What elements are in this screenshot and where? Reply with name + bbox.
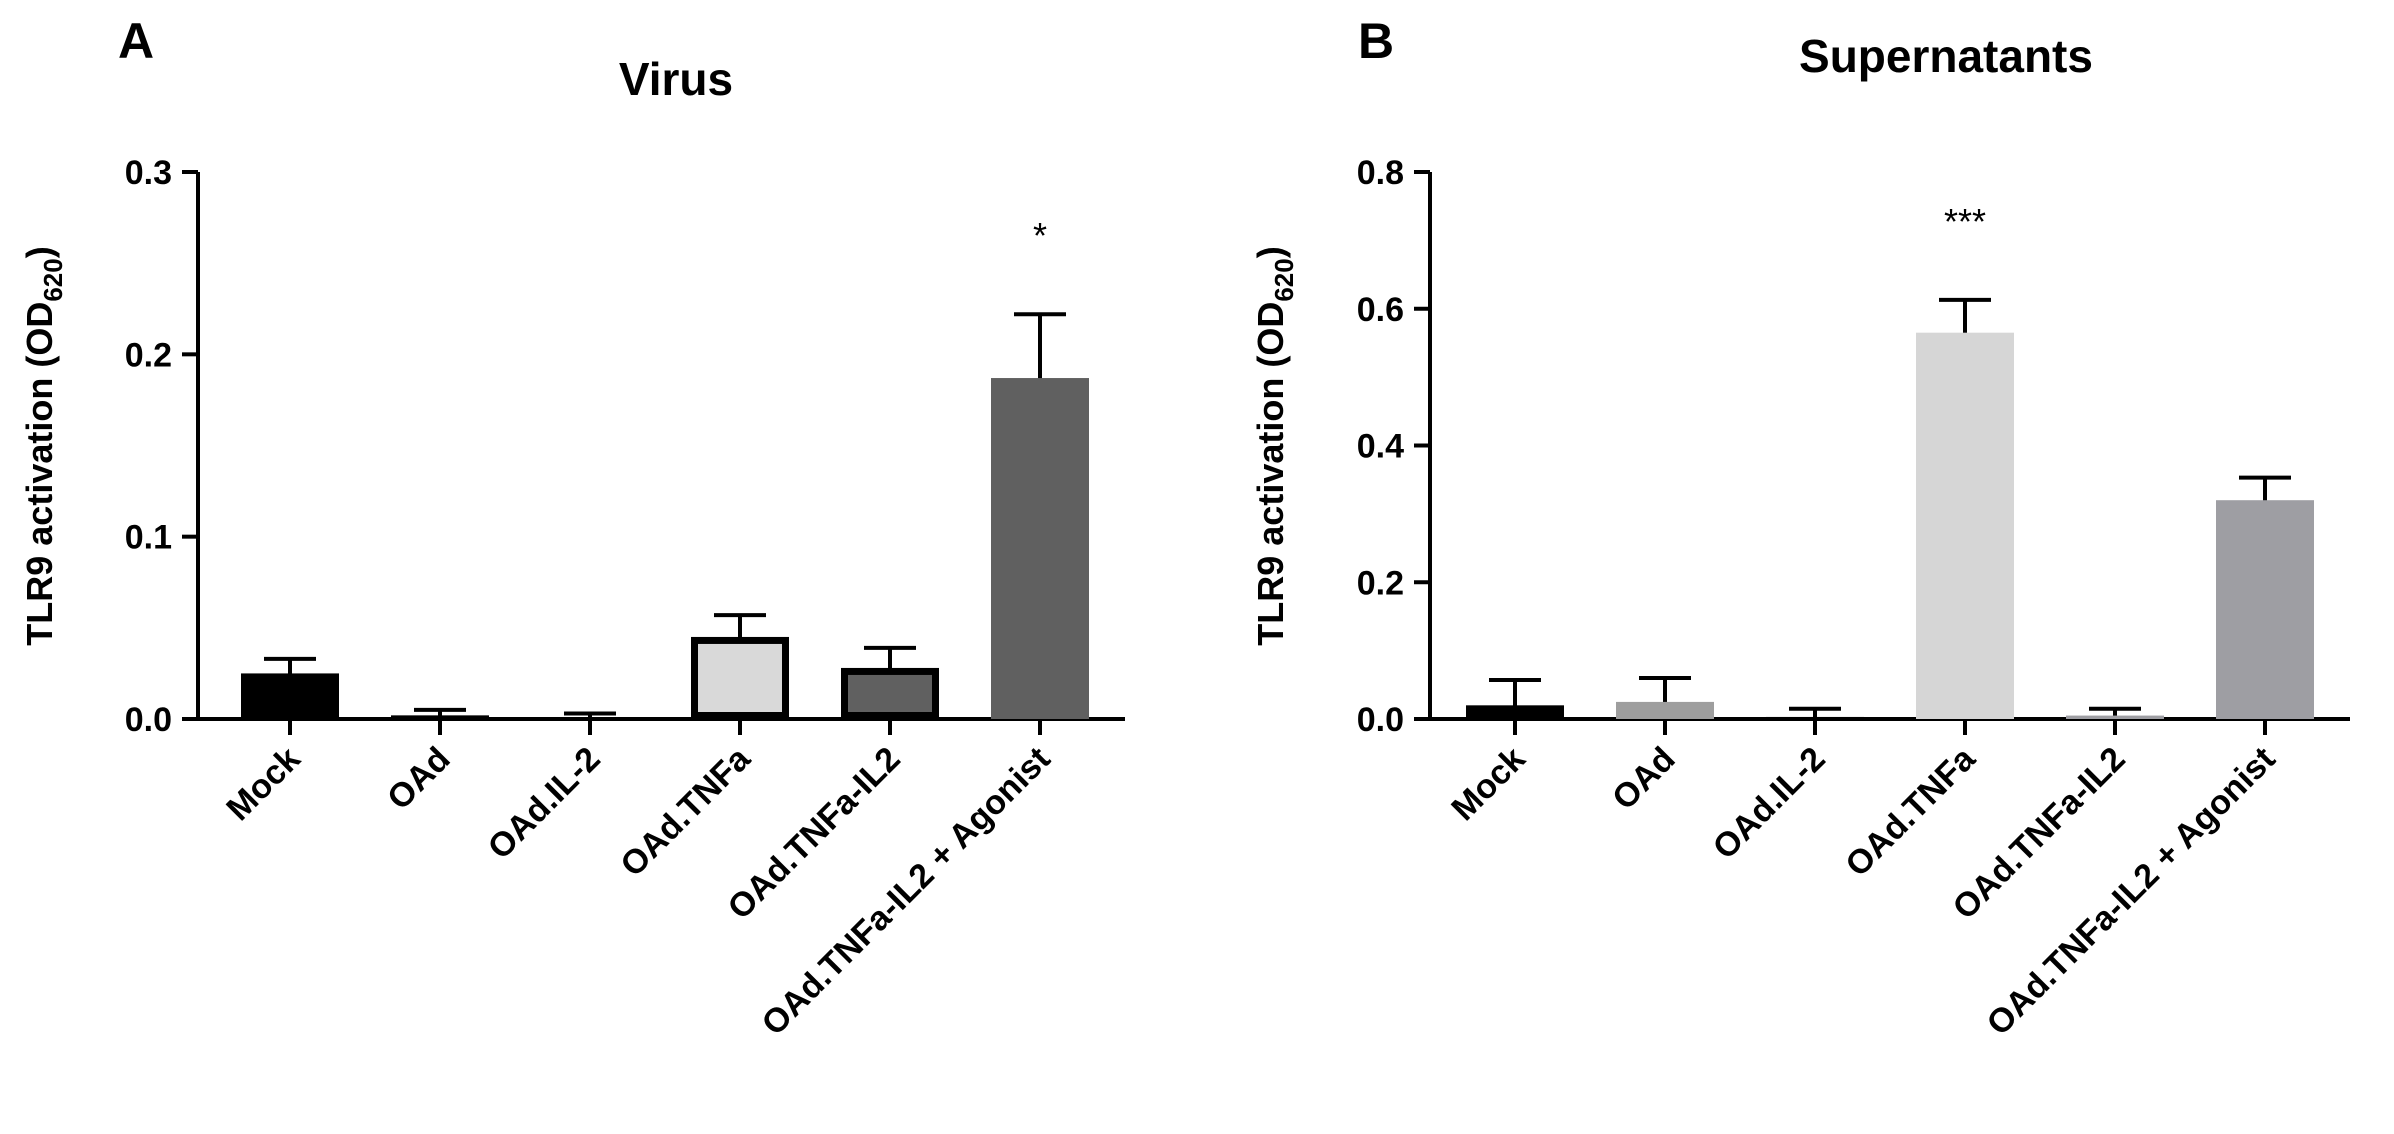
significance-marker: *	[1033, 215, 1047, 256]
chart-title: Virus	[619, 53, 733, 105]
y-tick-label: 0.8	[1357, 154, 1404, 192]
bar	[1616, 701, 1714, 719]
y-tick-label: 0.4	[1357, 428, 1404, 466]
bar	[541, 717, 639, 719]
panel-letter: A	[118, 13, 154, 69]
bar	[2216, 500, 2314, 719]
significance-marker: ***	[1944, 201, 1986, 242]
y-tick-label: 0.0	[1357, 701, 1404, 739]
bar	[1766, 716, 1864, 719]
bar	[2066, 715, 2164, 719]
x-tick-label: OAd.TNFa-IL2 + Agonist	[755, 740, 1058, 1043]
y-axis-label: TLR9 activation (OD620)	[19, 246, 68, 645]
bar	[991, 378, 1089, 719]
x-tick-label: Mock	[1444, 740, 1532, 828]
x-tick-label: OAd	[380, 740, 458, 818]
bar	[691, 636, 789, 720]
y-axis-label: TLR9 activation (OD620)	[1250, 246, 1299, 645]
y-tick-label: 0.6	[1357, 291, 1404, 329]
x-tick-label: Mock	[219, 740, 307, 828]
y-tick-label: 0.1	[125, 519, 172, 557]
x-tick-label: OAd.IL-2	[1706, 740, 1833, 867]
bar	[841, 667, 939, 719]
chart-panel-b: B Supernatants TLR9 activation (OD620) 0.0 0…	[1250, 13, 2350, 1043]
x-tick-label: OAd.TNFa	[613, 739, 758, 884]
bar	[241, 673, 339, 719]
y-tick-label: 0.2	[1357, 564, 1404, 602]
bar	[1466, 705, 1564, 719]
x-tick-label: OAd	[1605, 740, 1683, 818]
x-tick-label: OAd.TNFa-IL2 + Agonist	[1980, 740, 2283, 1043]
bar	[1916, 332, 2014, 719]
x-tick-label: OAd.TNFa	[1838, 739, 1983, 884]
y-tick-label: 0.2	[125, 336, 172, 374]
chart-title: Supernatants	[1799, 30, 2093, 82]
chart-panel-a: A Virus TLR9 activation (OD620) 0.0 0.1 0.2 0.…	[19, 13, 1125, 1043]
y-tick-label: 0.0	[125, 701, 172, 739]
bar	[391, 715, 489, 719]
x-tick-label: OAd.IL-2	[481, 740, 608, 867]
y-tick-label: 0.3	[125, 154, 172, 192]
panel-letter: B	[1358, 13, 1394, 69]
